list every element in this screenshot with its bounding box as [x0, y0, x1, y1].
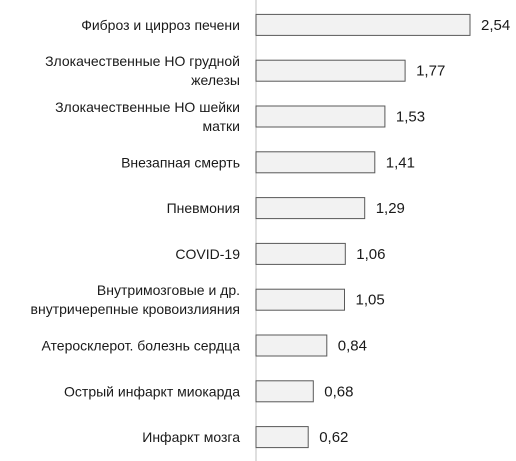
- bar: [255, 380, 314, 403]
- category-label: Внезапная смерть: [121, 154, 240, 170]
- value-label: 1,29: [376, 200, 405, 217]
- category-label-line: Внутримозговые и др.: [97, 282, 240, 298]
- value-label: 1,06: [356, 246, 385, 263]
- bar: [255, 151, 376, 174]
- category-label: Атеросклерот. болезнь сердца: [42, 338, 241, 354]
- bar: [255, 334, 328, 357]
- value-label: 1,77: [416, 63, 445, 80]
- bar: [255, 426, 309, 449]
- category-label-line: Инфаркт мозга: [142, 429, 240, 445]
- category-label: Острый инфаркт миокарда: [64, 383, 240, 399]
- category-label: Злокачественные НО шейки матки: [55, 99, 240, 134]
- value-labels-group: 2,54 1,77 1,53 1,41 1,29 1,06 1,05 0,84 0,68 0,62: [319, 17, 510, 446]
- value-label: 1,05: [356, 292, 385, 309]
- category-label-line: Злокачественные НО грудной: [45, 53, 240, 69]
- bar: [255, 105, 386, 128]
- category-label-line: матки: [203, 118, 240, 134]
- value-label: 2,54: [481, 17, 510, 34]
- category-label: Пневмония: [167, 200, 240, 216]
- category-label-line: Злокачественные НО шейки: [55, 99, 240, 115]
- value-label: 1,53: [396, 109, 425, 126]
- value-label: 0,84: [338, 338, 367, 355]
- bar: [255, 288, 345, 311]
- category-label-line: Атеросклерот. болезнь сердца: [42, 338, 241, 354]
- value-label: 0,68: [324, 383, 353, 400]
- category-label-line: Пневмония: [167, 200, 240, 216]
- bars-group: [255, 13, 471, 449]
- category-label-line: железы: [191, 72, 240, 88]
- bar: [255, 242, 346, 265]
- bar: [255, 197, 366, 220]
- category-label-line: Острый инфаркт миокарда: [64, 383, 240, 399]
- category-label-line: Фиброз и цирроз печени: [81, 17, 240, 33]
- category-label-line: внутричерепные кровоизлияния: [31, 301, 240, 317]
- value-label: 1,41: [386, 154, 415, 171]
- category-label: Инфаркт мозга: [142, 429, 240, 445]
- category-label: COVID-19: [175, 246, 240, 262]
- category-labels-group: Фиброз и цирроз печени Злокачественные НО…: [31, 17, 241, 445]
- category-label: Внутримозговые и др. внутричерепные крово…: [31, 282, 240, 317]
- category-label: Фиброз и цирроз печени: [81, 17, 240, 33]
- category-label-line: Внезапная смерть: [121, 154, 240, 170]
- bar: [255, 13, 471, 36]
- value-label: 0,62: [319, 429, 348, 446]
- category-label-line: COVID-19: [175, 246, 240, 262]
- bar: [255, 59, 406, 82]
- category-label: Злокачественные НО грудной железы: [45, 53, 240, 88]
